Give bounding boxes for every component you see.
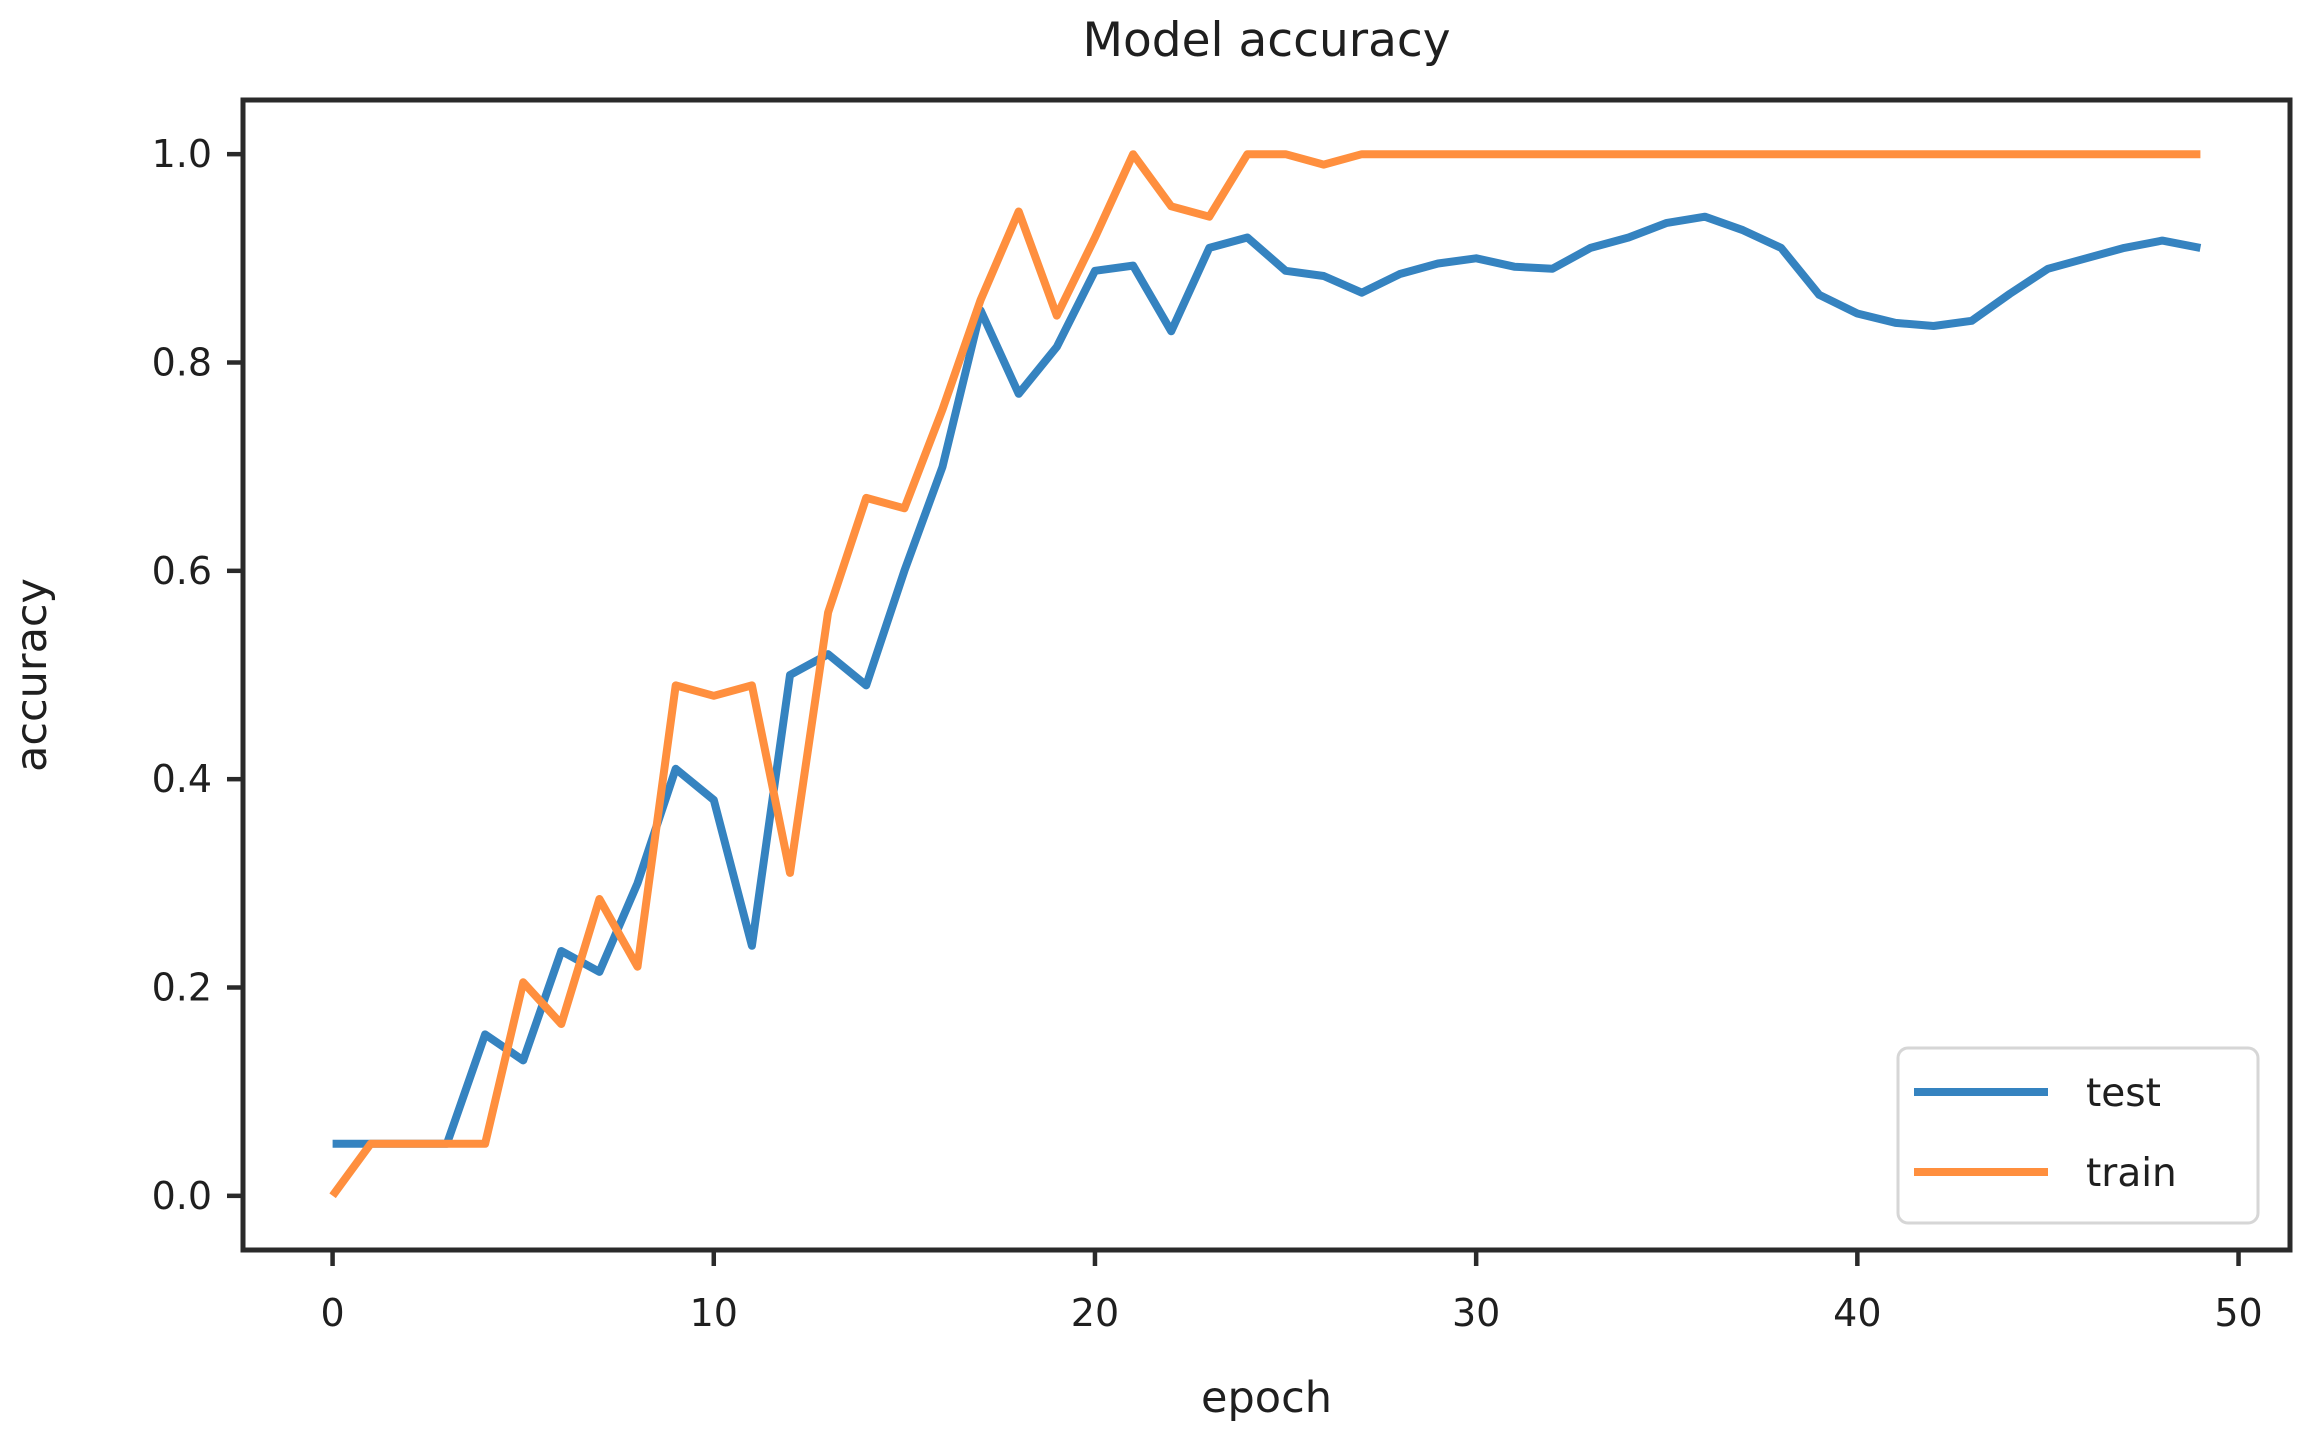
chart-title: Model accuracy — [1082, 13, 1450, 68]
x-tick-label: 20 — [1071, 1291, 1119, 1335]
y-tick-label: 1.0 — [152, 132, 212, 176]
x-tick-label: 0 — [320, 1291, 344, 1335]
axes-spines — [240, 97, 2293, 1253]
y-tick-label: 0.8 — [152, 341, 212, 385]
x-tick-label: 50 — [2214, 1291, 2262, 1335]
legend-label-train: train — [2086, 1151, 2177, 1196]
y-axis-label: accuracy — [7, 578, 57, 772]
x-tick-label: 40 — [1833, 1291, 1881, 1335]
y-tick-label: 0.4 — [152, 757, 212, 801]
x-axis-label: epoch — [1201, 1373, 1332, 1423]
legend: test train — [1896, 1046, 2260, 1225]
x-tick-label: 30 — [1452, 1291, 1500, 1335]
series-line-test — [332, 212, 2202, 1148]
y-tick-label: 0.6 — [152, 549, 212, 593]
legend-label-test: test — [2086, 1071, 2161, 1116]
series-line-train — [329, 150, 2201, 1199]
x-tick-label: 10 — [690, 1291, 738, 1335]
y-tick-label: 0.2 — [152, 966, 212, 1010]
y-tick-label: 0.0 — [152, 1174, 212, 1218]
legend-box — [1896, 1046, 2260, 1225]
x-axis: 0 10 20 30 40 50 — [320, 1250, 2263, 1335]
y-axis: 0.0 0.2 0.4 0.6 0.8 1.0 — [152, 132, 243, 1218]
